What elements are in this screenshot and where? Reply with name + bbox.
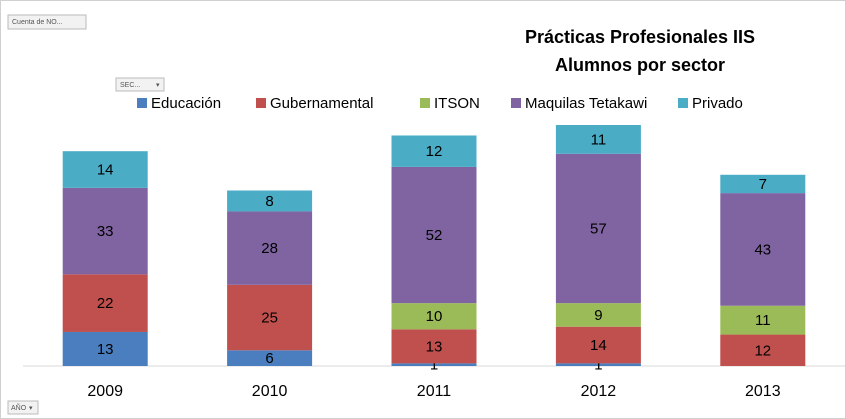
data-label: 28	[261, 240, 278, 257]
chart-subtitle: Alumnos por sector	[555, 55, 725, 75]
data-label: 33	[97, 223, 114, 240]
bar-segment	[391, 303, 477, 330]
bar-segment	[391, 135, 477, 167]
legend-swatch	[511, 98, 521, 108]
bar-segment	[227, 190, 313, 212]
data-label: 9	[594, 307, 602, 324]
bar-segment	[62, 187, 148, 275]
data-label: 10	[426, 308, 443, 325]
pivot-button[interactable]	[115, 77, 165, 92]
dropdown-arrow[interactable]: ▾	[156, 82, 160, 89]
bar-segment	[720, 334, 806, 366]
data-label: 11	[755, 312, 771, 329]
x-tick-label: 2009	[87, 383, 123, 400]
data-label: 14	[97, 162, 114, 179]
legend-label: Privado	[692, 95, 743, 112]
data-label: 6	[265, 350, 273, 367]
data-label: 25	[261, 310, 278, 327]
legend-label: Gubernamental	[270, 95, 373, 112]
data-label: 14	[590, 337, 607, 354]
bar-segment	[227, 350, 313, 366]
bar-segment	[391, 166, 477, 304]
legend-swatch	[137, 98, 147, 108]
bar-segment	[555, 303, 641, 327]
data-label: 52	[426, 227, 443, 244]
data-label: 13	[426, 338, 443, 355]
data-label: 57	[590, 220, 607, 237]
filter-icon[interactable]: ▾	[29, 405, 33, 412]
bar-segment	[391, 363, 477, 366]
bar-segment	[62, 274, 148, 332]
x-tick-label: 2013	[745, 383, 781, 400]
data-label: 8	[265, 193, 273, 210]
data-label: 13	[97, 341, 114, 358]
legend-swatch	[256, 98, 266, 108]
bar-segment	[62, 151, 148, 188]
x-tick-label: 2010	[252, 383, 288, 400]
bar-segment	[555, 153, 641, 304]
data-label: 12	[426, 143, 443, 160]
x-tick-label: 2012	[581, 383, 617, 400]
bar-segment	[555, 125, 641, 154]
pivot-button-label[interactable]: AÑO	[11, 403, 27, 412]
chart-title: Prácticas Profesionales IIS	[525, 27, 755, 47]
data-label: 1	[594, 357, 602, 374]
bar-segment	[720, 305, 806, 335]
pivot-button[interactable]	[7, 400, 39, 415]
legend-swatch	[420, 98, 430, 108]
bar-segment	[227, 284, 313, 351]
data-label: 22	[97, 295, 114, 312]
bar-segment	[227, 211, 313, 285]
legend-label: Maquilas Tetakawi	[525, 95, 647, 112]
data-label: 1	[430, 357, 438, 374]
bar-segment	[391, 329, 477, 364]
data-label: 12	[754, 342, 771, 359]
bar-segment	[62, 331, 148, 366]
x-tick-label: 2011	[417, 383, 452, 400]
data-label: 7	[759, 176, 767, 193]
legend-swatch	[678, 98, 688, 108]
bar-segment	[555, 326, 641, 364]
legend-label: ITSON	[434, 95, 480, 112]
data-label: 43	[754, 241, 771, 258]
bar-segment	[720, 174, 806, 194]
legend-label: Educación	[151, 95, 221, 112]
pivot-button-label[interactable]: SEC...	[120, 82, 140, 89]
bar-segment	[555, 363, 641, 366]
pivot-button-label[interactable]: Cuenta de NO...	[12, 19, 63, 26]
bar-segment	[720, 193, 806, 306]
data-label: 11	[591, 131, 607, 148]
pivot-button[interactable]	[7, 14, 87, 30]
